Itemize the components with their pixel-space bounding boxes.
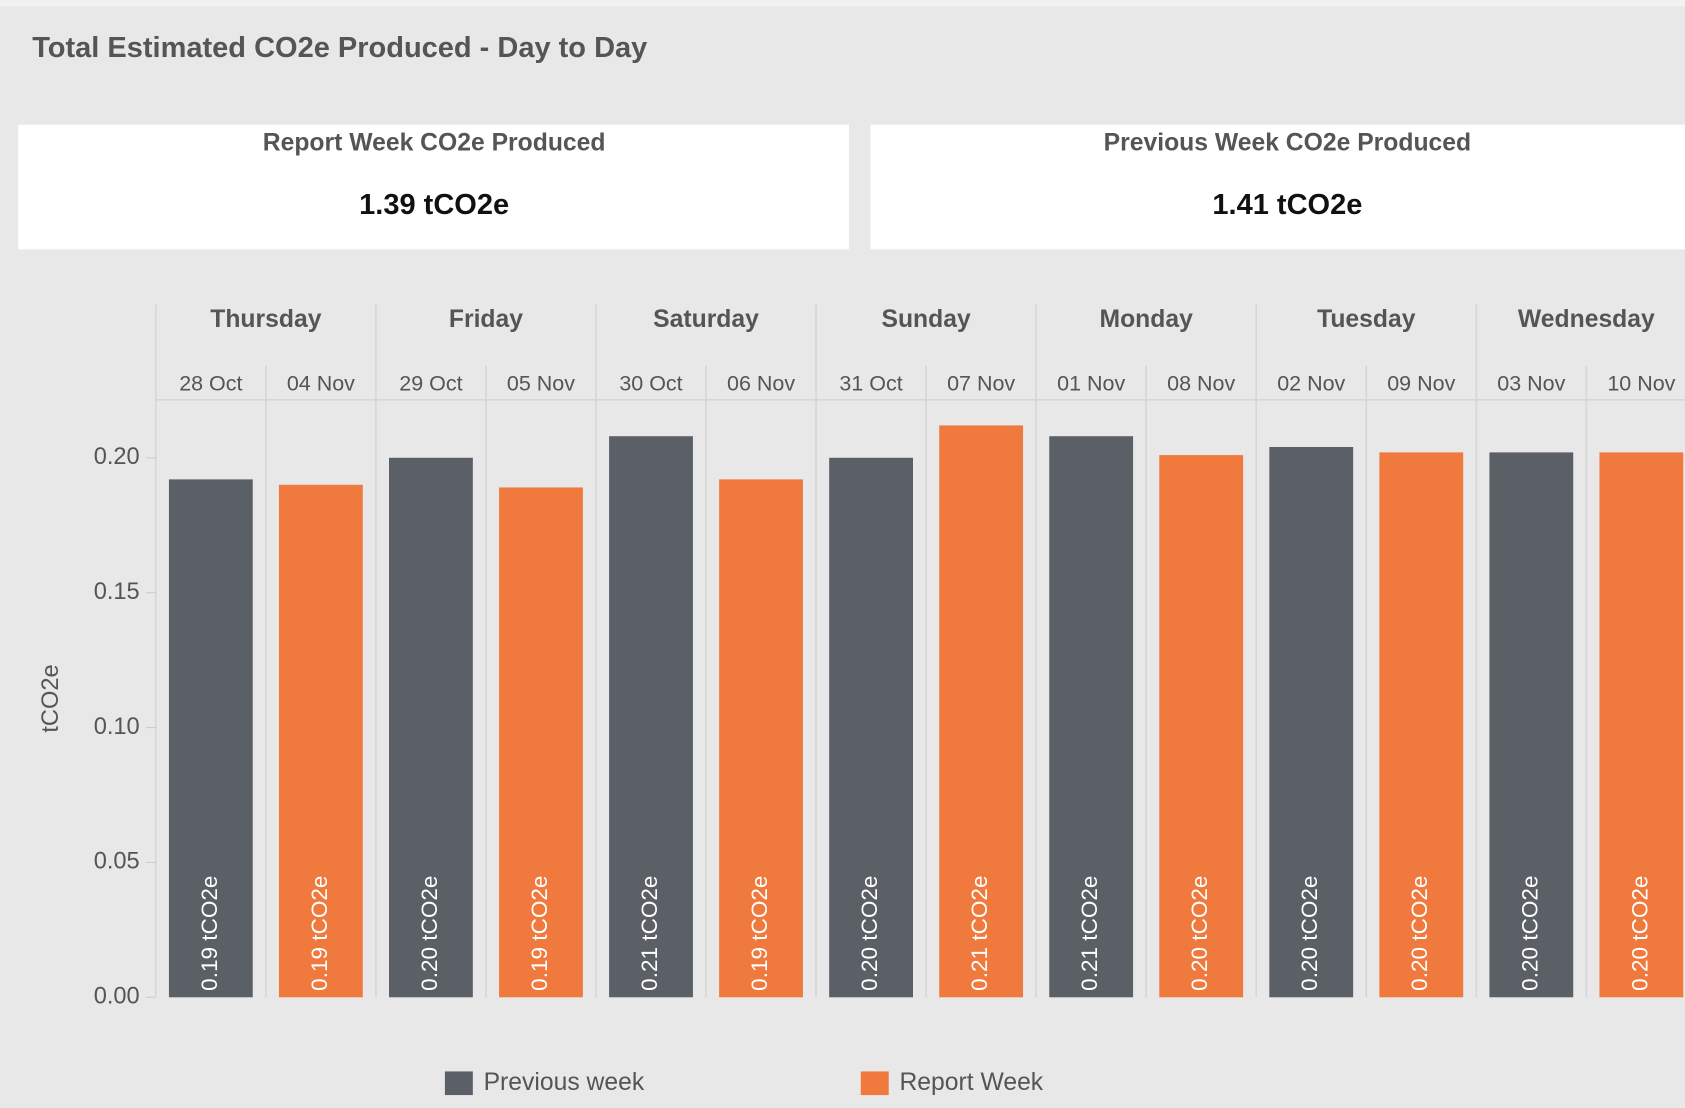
value-label: 0.20 tCO2e: [1297, 876, 1322, 991]
y-tick-label: 0.05: [94, 849, 140, 875]
bar: [499, 487, 583, 998]
y-tick-label: 0.00: [94, 984, 140, 1010]
legend-swatch: [860, 1071, 889, 1096]
day-label: Monday: [1100, 306, 1194, 333]
date-label: 06 Nov: [727, 371, 795, 395]
date-label: 09 Nov: [1387, 371, 1455, 395]
date-label: 30 Oct: [619, 371, 682, 395]
bar: [168, 479, 253, 998]
bar: [1269, 446, 1354, 998]
legend-label: Previous week: [484, 1069, 645, 1096]
bar: [1379, 452, 1464, 998]
value-label: 0.20 tCO2e: [1407, 876, 1432, 991]
date-label: 03 Nov: [1497, 371, 1565, 395]
y-axis-label: tCO2e: [38, 664, 64, 732]
top-strip: [0, 0, 1685, 7]
card: [18, 124, 849, 250]
value-label: 0.21 tCO2e: [1077, 876, 1102, 991]
card-title: Report Week CO2e Produced: [263, 130, 606, 157]
bar: [609, 436, 693, 998]
bar: [278, 484, 363, 998]
card: [870, 124, 1685, 250]
y-tick-label: 0.20: [94, 444, 140, 470]
date-label: 04 Nov: [287, 371, 355, 395]
value-label: 0.20 tCO2e: [857, 876, 882, 991]
bar: [719, 479, 803, 998]
date-label: 08 Nov: [1167, 371, 1235, 395]
date-label: 29 Oct: [399, 371, 462, 395]
date-label: 28 Oct: [179, 371, 242, 395]
card-value: 1.41 tCO2e: [1212, 189, 1362, 221]
value-label: 0.19 tCO2e: [527, 876, 552, 991]
date-label: 10 Nov: [1607, 371, 1675, 395]
card-title: Previous Week CO2e Produced: [1104, 130, 1471, 157]
card-value: 1.39 tCO2e: [359, 189, 509, 221]
page-title: Total Estimated CO2e Produced - Day to D…: [32, 32, 647, 64]
bar: [1599, 452, 1684, 998]
bar: [389, 457, 473, 998]
date-label: 02 Nov: [1277, 371, 1345, 395]
date-label: 05 Nov: [507, 371, 575, 395]
bar: [1159, 455, 1244, 998]
day-label: Wednesday: [1518, 306, 1655, 333]
date-label: 31 Oct: [839, 371, 902, 395]
date-label: 07 Nov: [947, 371, 1015, 395]
value-label: 0.21 tCO2e: [967, 876, 992, 991]
value-label: 0.20 tCO2e: [1517, 876, 1542, 991]
value-label: 0.19 tCO2e: [747, 876, 772, 991]
value-label: 0.20 tCO2e: [1187, 876, 1212, 991]
bar: [829, 457, 913, 998]
legend-swatch: [444, 1071, 473, 1096]
y-tick-label: 0.15: [94, 579, 140, 605]
bar: [1489, 452, 1574, 998]
value-label: 0.20 tCO2e: [417, 876, 442, 991]
day-label: Thursday: [210, 306, 321, 333]
day-label: Saturday: [653, 306, 759, 333]
value-label: 0.21 tCO2e: [637, 876, 662, 991]
day-label: Friday: [449, 306, 523, 333]
day-label: Sunday: [881, 306, 970, 333]
day-label: Tuesday: [1317, 306, 1416, 333]
value-label: 0.19 tCO2e: [197, 876, 222, 991]
bar: [1049, 436, 1134, 998]
y-tick-label: 0.10: [94, 714, 140, 740]
value-label: 0.19 tCO2e: [307, 876, 332, 991]
date-label: 01 Nov: [1057, 371, 1125, 395]
legend-label: Report Week: [899, 1069, 1043, 1096]
bar: [939, 425, 1024, 998]
value-label: 0.20 tCO2e: [1627, 876, 1652, 991]
